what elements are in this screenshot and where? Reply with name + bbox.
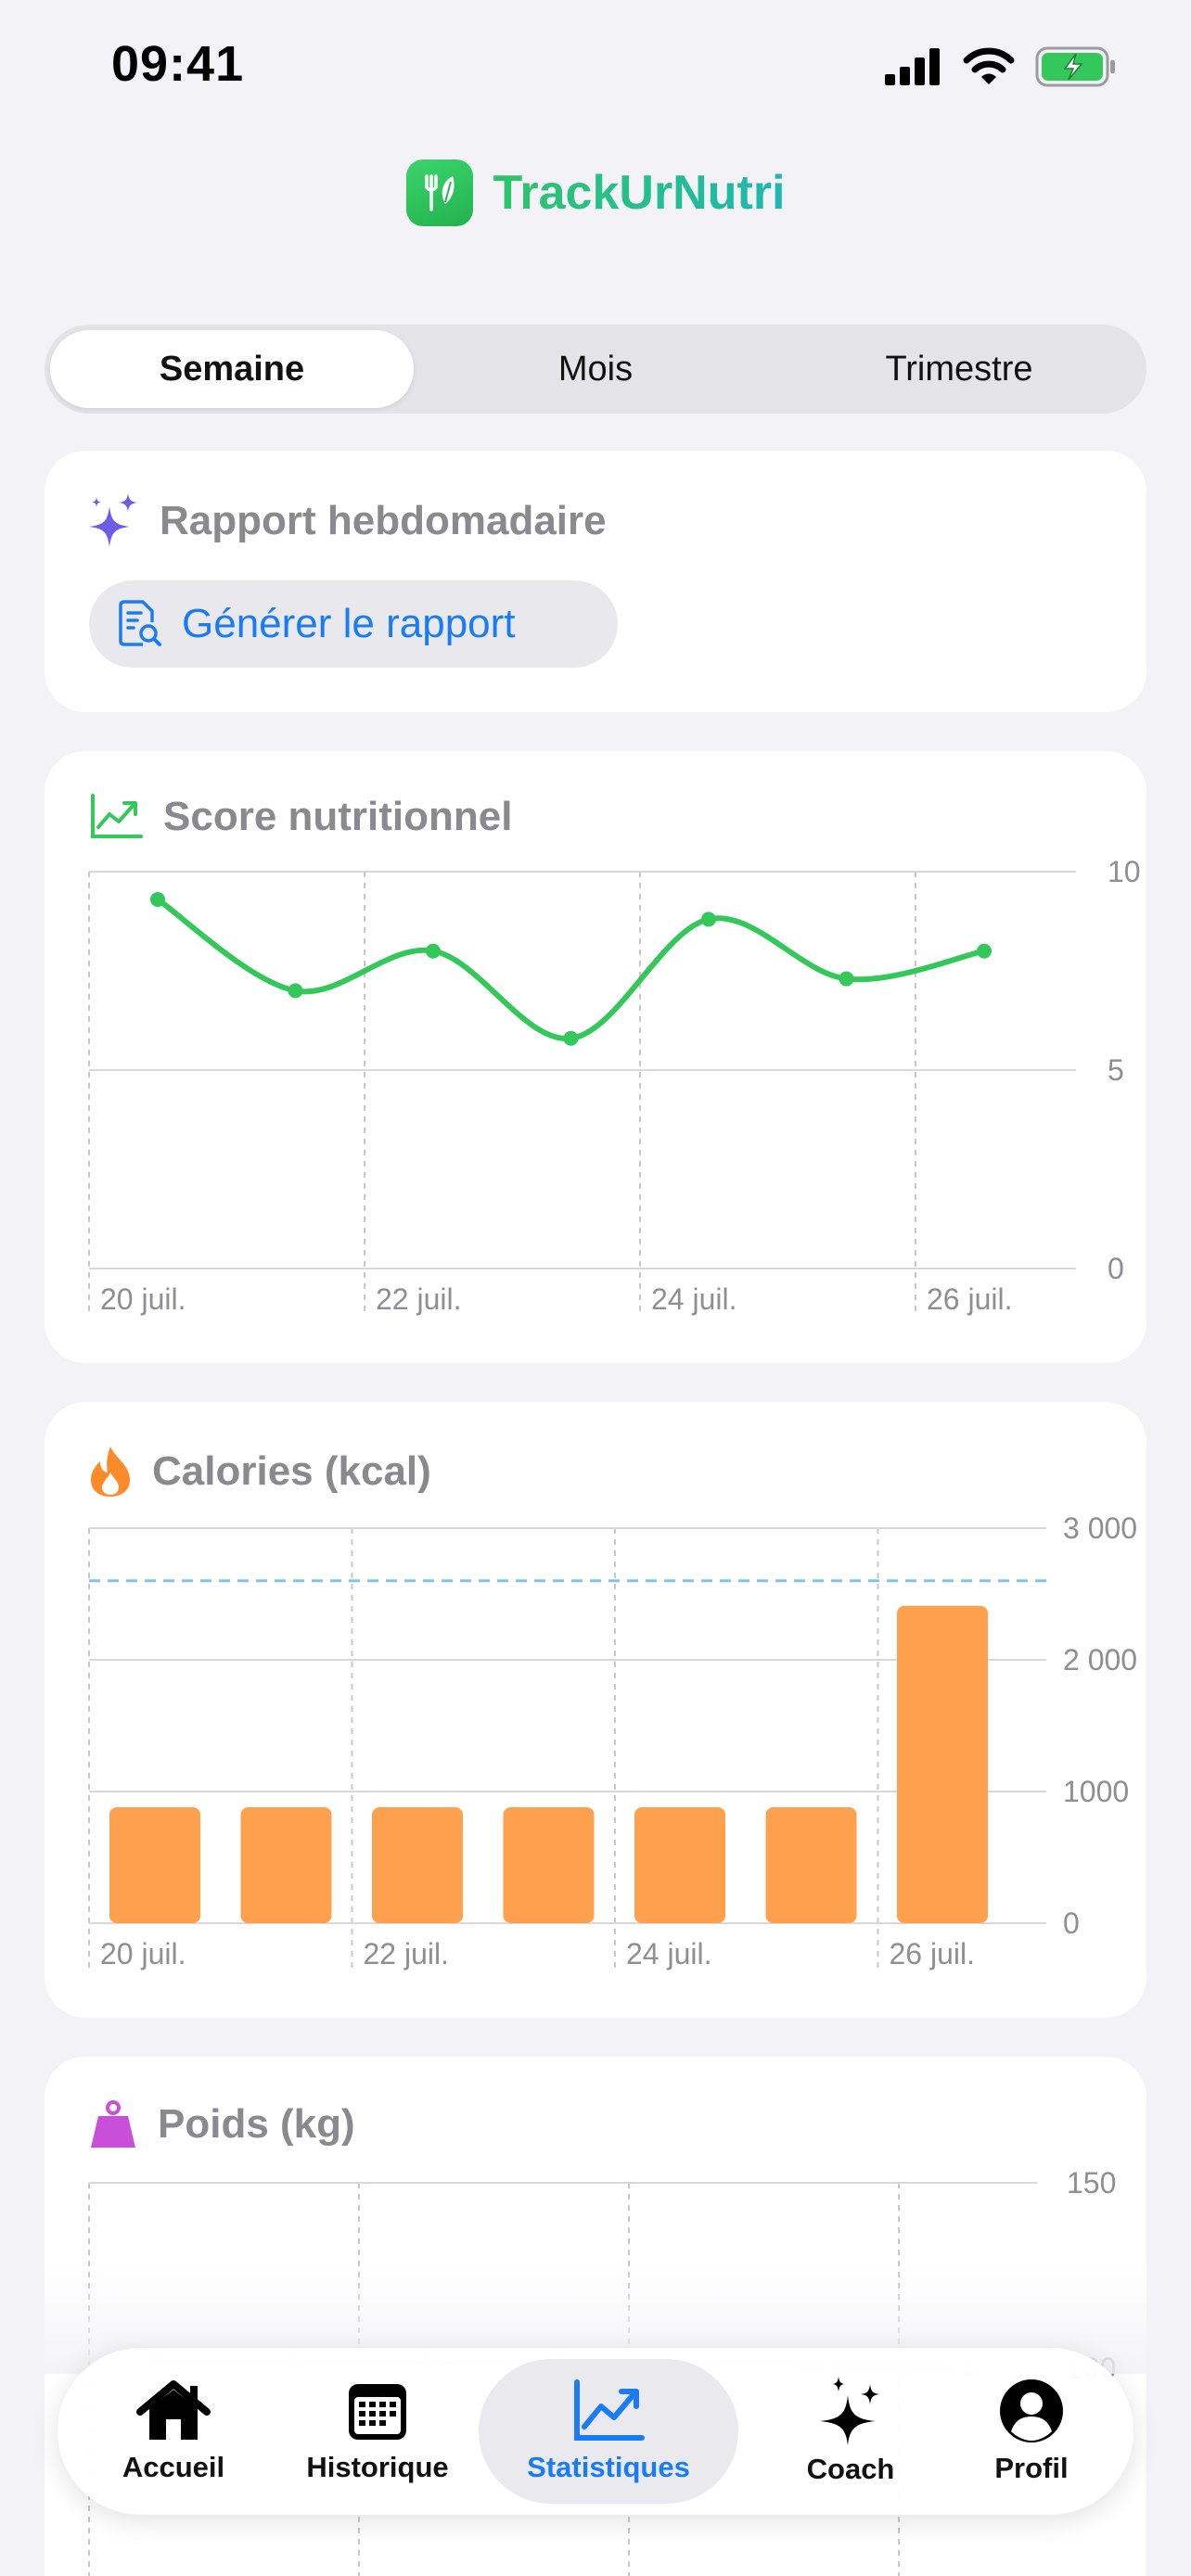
tab-home-label: Accueil xyxy=(122,2451,225,2483)
person-icon xyxy=(1000,2379,1063,2442)
app-header: TrackUrNutri xyxy=(0,156,1191,230)
document-search-icon xyxy=(119,600,161,646)
weight-title: Poids (kg) xyxy=(158,2101,355,2147)
score-x-tick: 26 juil. xyxy=(927,1282,1013,1316)
app-title: TrackUrNutri xyxy=(493,166,786,220)
score-point xyxy=(426,943,441,959)
score-point xyxy=(839,971,854,987)
tab-profile-label: Profil xyxy=(994,2452,1069,2484)
weight-y-tick: 150 xyxy=(1067,2166,1116,2200)
tab-coach-label: Coach xyxy=(806,2453,895,2485)
calories-title-row: Calories (kcal) xyxy=(89,1445,431,1498)
cal-bar xyxy=(634,1807,725,1923)
calendar-icon xyxy=(349,2384,406,2440)
score-x-tick: 20 juil. xyxy=(100,1282,186,1316)
score-title: Score nutritionnel xyxy=(163,794,513,839)
tab-profile[interactable]: Profil xyxy=(967,2359,1096,2504)
score-x-tick: 24 juil. xyxy=(651,1282,737,1316)
tab-coach[interactable]: Coach xyxy=(781,2359,920,2504)
app-logo xyxy=(405,159,473,226)
cal-bar xyxy=(503,1807,595,1923)
cal-y-tick: 3 000 xyxy=(1063,1511,1137,1545)
wifi-icon xyxy=(963,47,1015,84)
sparkles-icon xyxy=(820,2377,879,2445)
tab-statistics-label: Statistiques xyxy=(527,2451,690,2483)
tab-history-label: Historique xyxy=(306,2451,449,2483)
weight-title-row: Poids (kg) xyxy=(89,2099,355,2149)
calories-chart: 0 1000 2 000 3 000 20 juil. 22 juil. 24 juil. 2… xyxy=(88,1511,1137,1970)
score-line xyxy=(155,896,987,1041)
status-time: 09:41 xyxy=(111,36,245,92)
score-x-tick: 22 juil. xyxy=(376,1282,462,1316)
nutrition-score-card: Score nutritionnel 0 5 10 20 juil. 22 juil. 2… xyxy=(45,751,1146,1363)
cal-bar xyxy=(109,1807,200,1923)
scale-weight-icon xyxy=(91,2100,135,2148)
status-bar: 09:41 xyxy=(0,0,1191,139)
cal-y-tick: 0 xyxy=(1063,1906,1080,1940)
generate-report-button[interactable]: Générer le rapport xyxy=(89,580,618,668)
battery-charging-icon xyxy=(1035,46,1115,87)
report-title-row: Rapport hebdomadaire xyxy=(89,493,607,549)
cal-bar xyxy=(765,1807,857,1923)
cal-bar xyxy=(240,1807,332,1923)
cal-y-tick: 2 000 xyxy=(1063,1643,1137,1677)
score-point xyxy=(288,983,303,999)
segment-week[interactable]: Semaine xyxy=(50,330,414,408)
score-y-tick: 10 xyxy=(1108,855,1141,888)
weekly-report-card: Rapport hebdomadaire Générer le rapport xyxy=(45,451,1146,712)
score-point xyxy=(150,891,165,907)
score-chart: 0 5 10 20 juil. 22 juil. 24 juil. 26 juil. xyxy=(88,855,1141,1316)
segment-quarter[interactable]: Trimestre xyxy=(885,349,1033,389)
cal-x-tick: 22 juil. xyxy=(364,1937,450,1970)
tab-history[interactable]: Historique xyxy=(289,2359,466,2504)
calories-title: Calories (kcal) xyxy=(152,1448,431,1494)
period-segmented-control: Semaine Mois Trimestre xyxy=(45,325,1146,414)
report-title: Rapport hebdomadaire xyxy=(160,498,607,543)
fork-leaf-icon xyxy=(424,174,455,211)
cal-x-tick: 24 juil. xyxy=(626,1937,712,1970)
house-icon xyxy=(136,2380,211,2440)
tab-bar: Accueil Historique Statistiques Coach xyxy=(58,2348,1133,2515)
signal-icon xyxy=(885,48,940,85)
score-point xyxy=(563,1030,579,1046)
cal-x-tick: 20 juil. xyxy=(100,1937,186,1970)
cal-bar xyxy=(897,1605,988,1923)
generate-report-label: Générer le rapport xyxy=(182,601,516,646)
tab-statistics[interactable]: Statistiques xyxy=(479,2359,738,2504)
chart-icon xyxy=(574,2379,645,2441)
trend-chart-icon xyxy=(91,794,143,838)
score-point xyxy=(701,912,716,927)
flame-icon xyxy=(91,1447,130,1497)
cal-y-tick: 1000 xyxy=(1063,1775,1129,1808)
score-point xyxy=(977,943,992,959)
calories-card: Calories (kcal) 0 1000 2 000 3 000 20 juil. 2… xyxy=(45,1402,1146,2018)
cal-bar xyxy=(372,1807,463,1923)
score-y-tick: 5 xyxy=(1108,1053,1124,1087)
score-y-tick: 0 xyxy=(1108,1252,1124,1285)
score-title-row: Score nutritionnel xyxy=(89,794,512,840)
tab-home[interactable]: Accueil xyxy=(95,2359,252,2504)
status-icons xyxy=(885,46,1117,87)
segment-month[interactable]: Mois xyxy=(557,349,634,389)
cal-x-tick: 26 juil. xyxy=(890,1937,976,1970)
sparkles-icon xyxy=(89,493,137,547)
